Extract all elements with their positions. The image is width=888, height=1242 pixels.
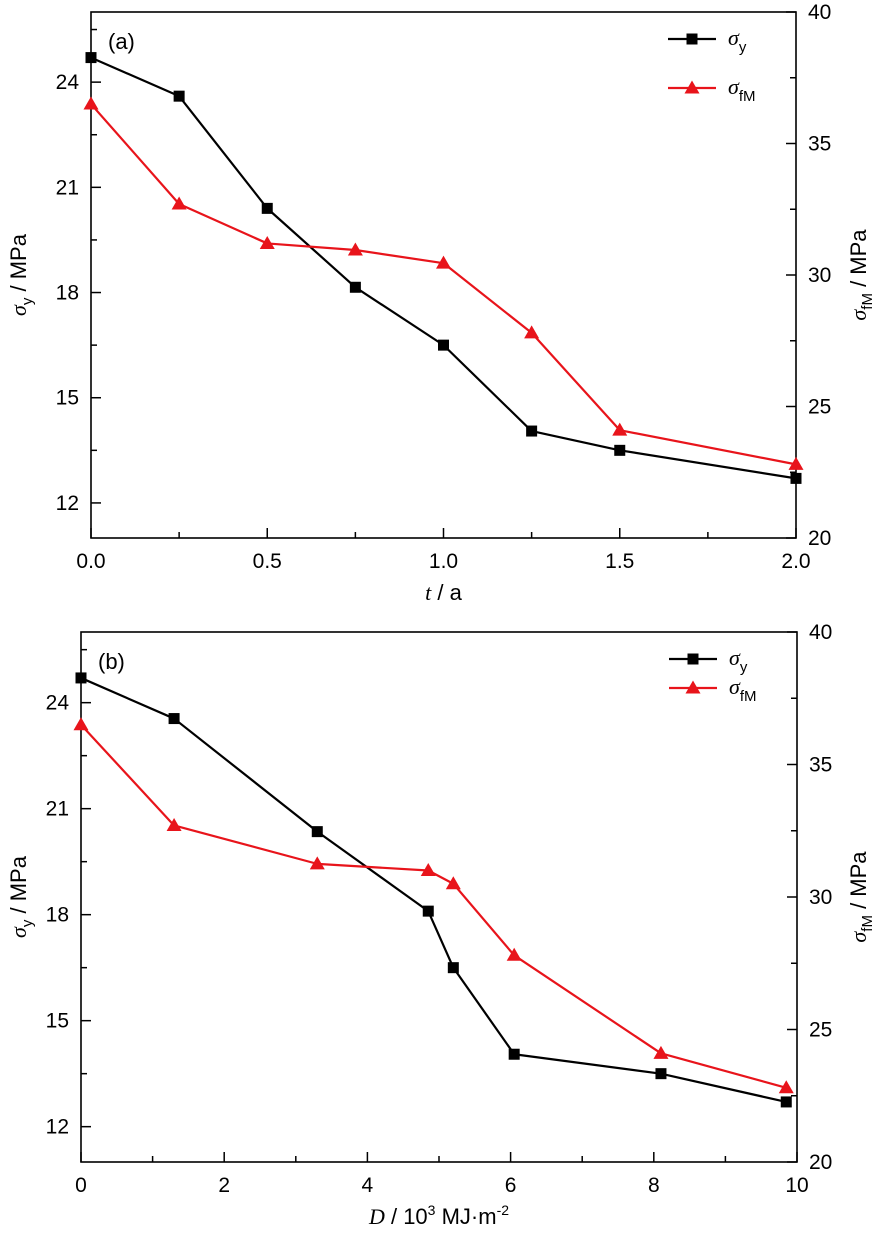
panel-label: (b) [98,649,125,674]
y-left-tick-label: 21 [56,176,79,199]
data-point-triangle [347,242,363,256]
data-point-triangle [83,96,99,110]
x-tick-label: 1.5 [605,550,634,573]
legend-marker-square [687,653,699,665]
plot-frame [80,631,798,1163]
y-right-tick-label: 35 [808,133,831,156]
data-point-triangle [778,1080,794,1094]
data-point-square [438,339,449,351]
x-tick-label: 10 [785,1174,808,1197]
data-point-triangle [445,876,461,890]
legend-label: σfM [729,674,757,705]
y-right-axis-title: σfM / MPa [846,851,876,943]
x-tick-label: 6 [505,1174,517,1197]
y-right-tick-label: 20 [808,527,831,550]
legend-label: σy [729,645,748,676]
data-point-triangle [309,856,325,870]
data-point-triangle [788,456,804,470]
series-line-sigma-y [90,56,797,480]
y-left-tick-label: 24 [46,692,70,715]
y-left-tick-label: 15 [46,1010,69,1033]
x-tick-label: 0 [75,1174,87,1197]
data-point-triangle [612,422,628,436]
x-tick-label: 8 [648,1174,660,1197]
legend-marker-triangle [685,680,701,694]
data-point-triangle [73,717,89,731]
data-point-square [261,202,273,214]
data-point-square [526,425,538,437]
x-tick-label: 0.0 [76,550,105,573]
y-left-tick-label: 12 [46,1116,69,1139]
data-point-square [447,962,459,974]
y-right-tick-label: 40 [809,621,832,644]
data-point-square [173,90,185,102]
data-point-triangle [166,817,182,831]
x-axis-title: D / 103 MJ·m-2 [368,1202,509,1229]
legend-label: σfM [728,74,756,105]
data-point-square [655,1068,667,1080]
data-point-square [349,281,361,293]
y-left-tick-label: 15 [56,387,79,410]
data-point-square [75,672,87,684]
x-tick-label: 2 [218,1174,230,1197]
chart-panel-a: 0.0 0.5 1.0 1.5 2.0 12 15 18 21 24 20 25 30 35 40 (a) t … [6,1,876,605]
data-point-square [780,1096,792,1108]
data-point-triangle [524,325,540,339]
x-tick-label: 4 [362,1174,374,1197]
x-tick-label: 0.5 [253,550,282,573]
data-point-triangle [420,863,436,876]
y-right-tick-label: 30 [808,264,831,287]
data-point-square [790,472,802,484]
y-right-tick-label: 30 [809,886,832,909]
y-right-tick-label: 25 [809,1019,832,1042]
x-axis-title: t / a [425,580,462,605]
y-right-tick-label: 20 [809,1151,832,1174]
data-point-triangle [653,1045,669,1059]
series-line-sigma-fm [90,103,797,466]
y-right-axis-title: σfM / MPa [846,229,876,321]
data-point-triangle [506,947,522,961]
x-tick-label: 1.0 [429,550,458,573]
legend-label: σy [728,25,747,56]
y-left-tick-label: 18 [56,282,79,305]
x-tick-label: 2.0 [781,550,810,573]
data-point-triangle [436,255,451,269]
data-point-square [85,52,97,64]
y-left-tick-label: 21 [46,798,69,821]
data-point-triangle [171,196,187,210]
data-point-square [422,905,434,917]
y-left-axis-title: σy / MPa [6,855,36,938]
y-left-tick-label: 18 [46,904,69,927]
data-point-square [614,444,626,456]
legend-marker-square [686,33,698,45]
data-point-square [508,1048,520,1060]
data-point-square [168,713,180,725]
legend-marker-triangle [684,80,700,94]
panel-label: (a) [108,29,135,54]
data-point-triangle [259,235,275,249]
y-right-tick-label: 35 [809,754,832,777]
y-right-tick-label: 40 [808,1,831,24]
y-left-tick-label: 24 [56,71,80,94]
y-left-tick-label: 12 [56,492,79,515]
series-line-sigma-y [80,676,787,1104]
y-left-axis-title: σy / MPa [6,233,36,316]
data-point-square [311,826,323,838]
y-right-tick-label: 25 [808,396,831,419]
series-line-sigma-fm [80,724,787,1089]
